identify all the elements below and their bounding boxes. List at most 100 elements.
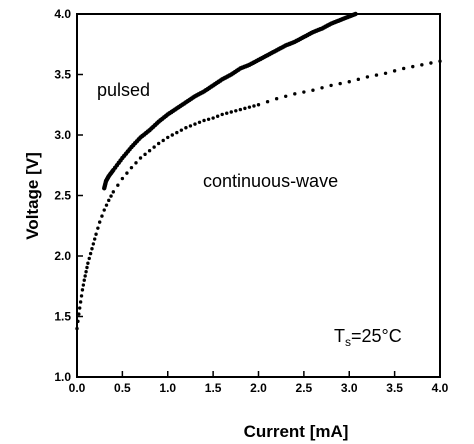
data-point	[79, 294, 84, 298]
data-point	[80, 288, 85, 292]
data-point	[116, 183, 120, 187]
data-point	[338, 81, 342, 86]
data-point	[206, 117, 211, 121]
data-point	[166, 135, 170, 140]
y-axis-title: Voltage [V]	[23, 152, 42, 240]
data-point	[284, 94, 288, 98]
data-point	[320, 86, 324, 90]
data-point	[152, 145, 156, 149]
x-tick-label: 0.0	[69, 381, 86, 395]
data-point	[256, 103, 261, 107]
data-point	[87, 256, 91, 261]
data-point	[92, 237, 97, 241]
series-pulsed	[102, 11, 358, 191]
x-tick-label: 2.5	[296, 381, 313, 395]
data-point	[76, 319, 80, 324]
y-axis-ticks: 1.0 1.5 2.0 2.5 3.0 3.5 4.0	[54, 7, 83, 384]
data-point	[83, 274, 87, 278]
data-point	[129, 165, 134, 170]
data-point	[211, 116, 215, 120]
data-point	[84, 270, 88, 274]
data-series	[75, 11, 442, 331]
data-point	[234, 109, 238, 113]
temperature-symbol: T	[334, 326, 345, 346]
plot-frame	[76, 13, 441, 378]
data-point	[147, 149, 152, 153]
data-point	[197, 120, 202, 124]
data-point	[94, 232, 98, 236]
data-point	[81, 283, 86, 287]
data-point	[143, 152, 147, 157]
data-point	[215, 114, 220, 118]
data-point	[111, 190, 116, 194]
data-point	[170, 133, 174, 137]
data-point	[311, 88, 315, 92]
y-tick-label: 2.5	[54, 189, 71, 203]
x-tick-label: 3.5	[386, 381, 403, 395]
data-point	[125, 171, 129, 175]
data-point	[78, 306, 82, 310]
data-point	[78, 300, 83, 304]
data-point	[120, 176, 125, 181]
data-point	[238, 107, 243, 112]
data-point	[138, 156, 143, 160]
data-point	[243, 106, 247, 111]
temperature-value: =25°C	[351, 326, 402, 346]
data-point	[104, 203, 109, 207]
y-tick-label: 2.0	[54, 249, 71, 263]
data-point	[75, 326, 79, 331]
data-point	[107, 198, 111, 203]
data-point	[347, 80, 351, 84]
data-point	[429, 61, 433, 65]
data-point	[134, 161, 138, 165]
data-point	[225, 111, 229, 115]
data-point	[229, 110, 233, 114]
data-point	[102, 208, 106, 212]
data-point	[156, 141, 161, 146]
x-tick-label: 4.0	[432, 381, 449, 395]
x-tick-label: 2.0	[250, 381, 267, 395]
data-point	[392, 69, 397, 73]
data-point	[383, 71, 388, 75]
x-axis-ticks: 0.0 0.5 1.0 1.5 2.0 2.5 3.0 3.5 4.0	[69, 371, 449, 395]
data-point	[184, 126, 188, 130]
data-point	[220, 112, 224, 117]
data-point	[420, 63, 424, 67]
annotation-temperature: Ts=25°C	[334, 326, 402, 349]
data-point	[179, 128, 184, 132]
data-point	[293, 92, 297, 96]
data-point	[438, 59, 442, 63]
series-continuous-wave	[75, 59, 442, 331]
data-point	[329, 83, 333, 88]
data-point	[274, 97, 279, 101]
x-tick-label: 1.5	[205, 381, 222, 395]
data-point	[77, 312, 81, 316]
data-point	[88, 251, 93, 256]
data-point	[96, 226, 100, 230]
x-tick-label: 1.0	[159, 381, 176, 395]
y-tick-label: 4.0	[54, 7, 71, 21]
x-axis-title: Current [mA]	[244, 422, 349, 441]
data-point	[82, 278, 86, 282]
y-tick-label: 1.5	[54, 310, 71, 324]
data-point	[353, 11, 358, 17]
data-point	[265, 100, 270, 104]
data-point	[302, 90, 306, 94]
data-point	[97, 220, 102, 224]
x-tick-label: 0.5	[114, 381, 131, 395]
data-point	[402, 66, 406, 71]
data-point	[374, 73, 379, 77]
data-point	[356, 77, 361, 82]
data-point	[175, 130, 179, 135]
temperature-subscript: s	[345, 335, 351, 349]
data-point	[188, 124, 193, 128]
data-point	[86, 261, 90, 265]
annotation-continuous-wave: continuous-wave	[203, 171, 338, 191]
data-point	[411, 64, 415, 69]
data-point	[90, 247, 94, 251]
data-point	[85, 265, 89, 270]
data-point	[109, 194, 113, 198]
x-tick-label: 3.0	[341, 381, 358, 395]
data-point	[365, 75, 370, 79]
